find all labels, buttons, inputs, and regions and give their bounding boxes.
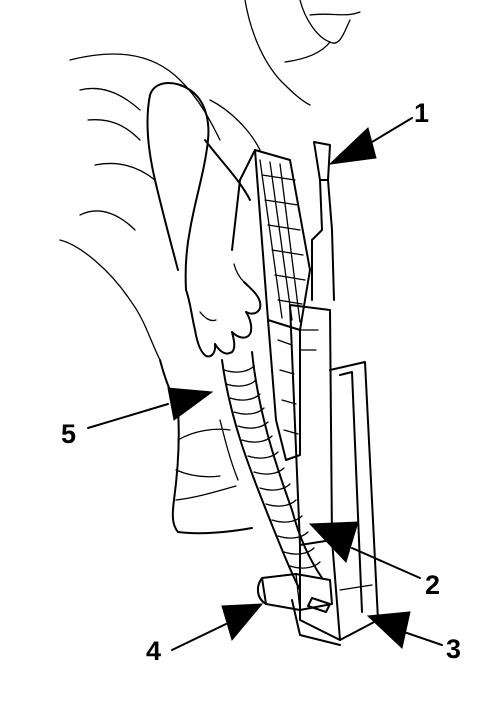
radiator-core xyxy=(231,149,311,461)
callout-arrows xyxy=(87,117,443,651)
frame-bracket xyxy=(289,141,379,646)
arrow-2-head xyxy=(308,521,359,563)
callout-label-3: 3 xyxy=(446,634,462,664)
arrow-3-shaft xyxy=(403,631,443,646)
arrow-1-head xyxy=(328,127,377,165)
callout-label-5: 5 xyxy=(61,419,77,449)
arrow-5-head xyxy=(167,387,214,421)
arrow-4-head xyxy=(221,603,264,642)
arrow-3-head xyxy=(366,611,411,649)
person-figure xyxy=(59,0,361,535)
callout-label-2: 2 xyxy=(425,570,441,600)
arrow-5-shaft xyxy=(87,403,169,429)
arrow-2-shaft xyxy=(351,547,421,579)
corrugated-hose xyxy=(221,351,333,613)
arrow-4-shaft xyxy=(171,623,227,651)
callout-label-1: 1 xyxy=(414,98,430,128)
callout-label-4: 4 xyxy=(146,636,162,666)
